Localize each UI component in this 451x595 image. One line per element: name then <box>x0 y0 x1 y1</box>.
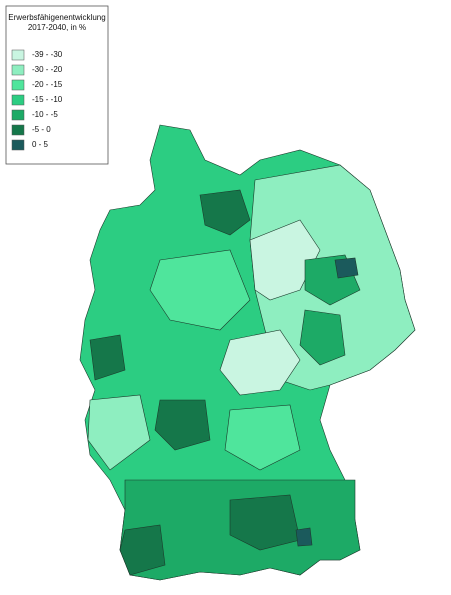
region <box>149 249 251 331</box>
region <box>295 527 313 547</box>
region <box>224 404 301 471</box>
region <box>249 219 321 301</box>
legend-swatch <box>11 79 25 91</box>
region <box>119 524 166 576</box>
legend-swatch <box>11 94 25 106</box>
legend-swatch <box>11 124 25 136</box>
region <box>199 189 251 236</box>
region <box>87 394 151 471</box>
legend-swatch <box>11 64 25 76</box>
region <box>154 399 211 451</box>
region <box>334 257 359 279</box>
legend-label: -39 - -30 <box>32 50 63 59</box>
legend-label: -30 - -20 <box>32 65 63 74</box>
legend-label: -20 - -15 <box>32 80 63 89</box>
legend-title: 2017-2040, in % <box>28 23 86 32</box>
legend-label: -10 - -5 <box>32 110 58 119</box>
legend-label: -5 - 0 <box>32 125 51 134</box>
legend-title: Erwerbsfähigenentwicklung <box>8 13 105 22</box>
legend: Erwerbsfähigenentwicklung 2017-2040, in … <box>5 5 109 165</box>
region <box>229 494 301 551</box>
germany-map <box>79 124 416 581</box>
legend-label: 0 - 5 <box>32 140 49 149</box>
legend-swatch <box>11 109 25 121</box>
legend-swatch <box>11 49 25 61</box>
region <box>299 309 346 366</box>
region <box>89 334 126 381</box>
region <box>219 329 301 396</box>
legend-label: -15 - -10 <box>32 95 63 104</box>
legend-swatch <box>11 139 25 151</box>
